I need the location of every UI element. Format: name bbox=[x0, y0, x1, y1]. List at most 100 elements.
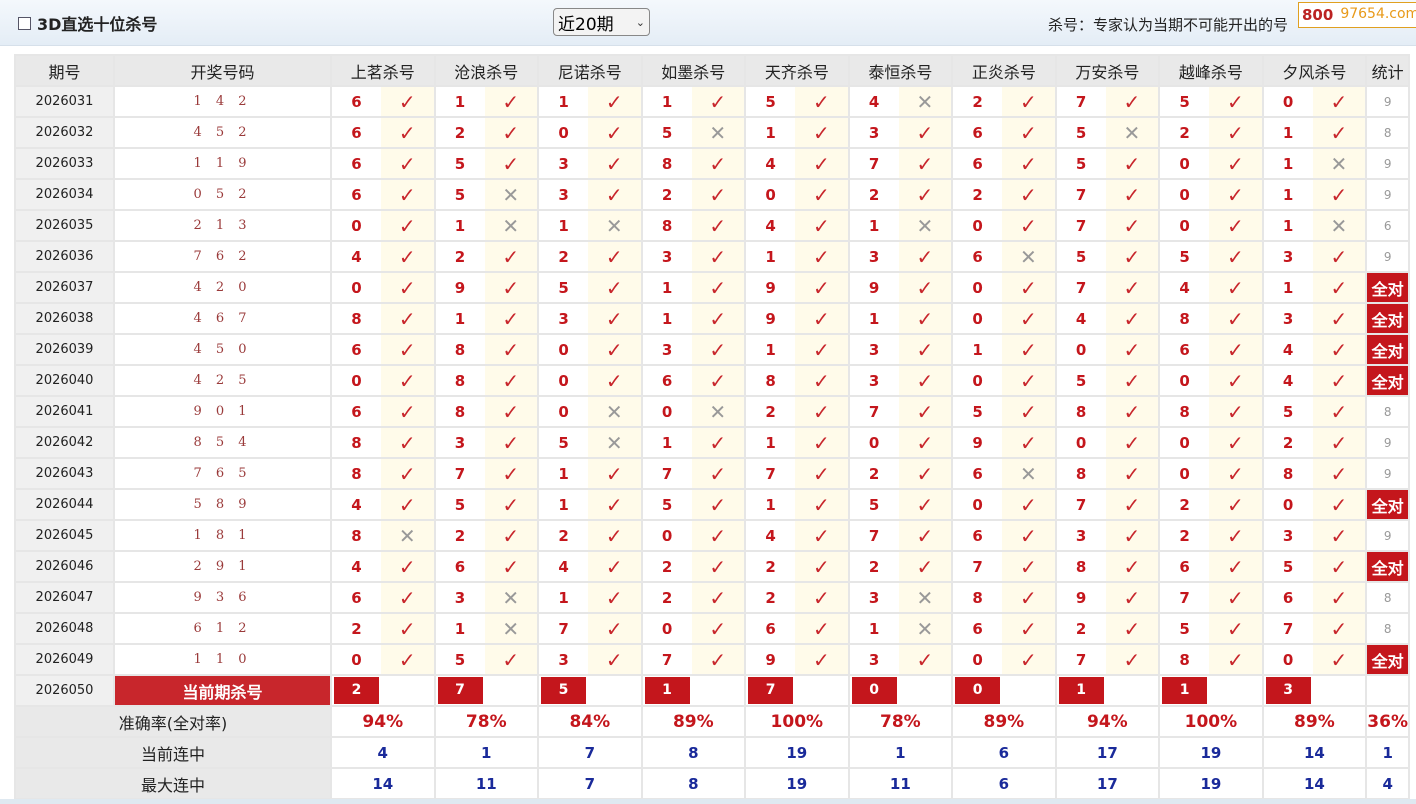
kill-number: 9 bbox=[744, 271, 796, 304]
check-icon: ✓ bbox=[588, 85, 643, 118]
period-cell: 2026032 bbox=[14, 116, 115, 149]
kill-number: 8 bbox=[1261, 457, 1313, 490]
kill-number: 3 bbox=[640, 333, 692, 366]
page-title: 3D直选十位杀号 bbox=[18, 11, 157, 35]
header-expert: 越峰杀号 bbox=[1158, 54, 1264, 87]
check-icon: ✓ bbox=[898, 147, 954, 180]
kill-number: 1 bbox=[433, 209, 485, 242]
current-kill-cell: 2 bbox=[330, 674, 381, 707]
check-icon: ✓ bbox=[795, 302, 850, 335]
kill-number: 4 bbox=[330, 240, 381, 273]
table-row: 2026041 9 0 1 6 ✓ 8 ✓ 0 ✕ 0 ✕ 2 ✓ 7 ✓ 5 ✓ 8 ✓ 8 ✓ 5 ✓ 8 bbox=[14, 395, 1411, 428]
empty-cell bbox=[691, 674, 747, 707]
check-icon: ✓ bbox=[795, 519, 850, 552]
current-kill-cell: 0 bbox=[847, 674, 899, 707]
check-icon: ✓ bbox=[898, 519, 954, 552]
kill-number: 2 bbox=[951, 178, 1003, 211]
kill-number: 3 bbox=[1054, 519, 1106, 552]
period-cell: 2026041 bbox=[14, 395, 115, 428]
current-kill-cell: 7 bbox=[744, 674, 796, 707]
kill-number: 2 bbox=[640, 581, 692, 614]
summary-value: 7 bbox=[537, 767, 643, 800]
header-expert: 天齐杀号 bbox=[744, 54, 850, 87]
bottom-bar bbox=[0, 799, 1416, 804]
check-icon: ✓ bbox=[381, 426, 436, 459]
check-icon: ✓ bbox=[484, 240, 540, 273]
chevron-down-icon: ⌄ bbox=[635, 15, 645, 29]
kill-number: 2 bbox=[1158, 519, 1210, 552]
empty-cell bbox=[1312, 674, 1368, 707]
check-icon: ✓ bbox=[1209, 271, 1264, 304]
check-icon: ✓ bbox=[795, 85, 850, 118]
table-row: 2026034 0 5 2 6 ✓ 5 ✕ 3 ✓ 2 ✓ 0 ✓ 2 ✓ 2 ✓ 7 ✓ 0 ✓ 1 ✓ 9 bbox=[14, 178, 1411, 211]
check-icon: ✓ bbox=[381, 209, 436, 242]
check-icon: ✓ bbox=[1209, 209, 1264, 242]
check-icon: ✓ bbox=[1209, 612, 1264, 645]
summary-label: 最大连中 bbox=[14, 767, 332, 800]
kill-number: 6 bbox=[1158, 333, 1210, 366]
kill-number: 5 bbox=[1054, 364, 1106, 397]
kill-number: 5 bbox=[433, 488, 485, 521]
kill-number: 1 bbox=[537, 581, 589, 614]
check-icon: ✓ bbox=[1209, 519, 1264, 552]
kill-number: 1 bbox=[537, 488, 589, 521]
cross-icon: ✕ bbox=[1002, 240, 1057, 273]
checkbox-icon[interactable] bbox=[18, 16, 31, 30]
table-row: 2026035 2 1 3 0 ✓ 1 ✕ 1 ✕ 8 ✓ 4 ✓ 1 ✕ 0 ✓ 7 ✓ 0 ✓ 1 ✕ 6 bbox=[14, 209, 1411, 242]
kill-number: 5 bbox=[744, 85, 796, 118]
stat-cell: 全对 bbox=[1365, 488, 1411, 521]
kill-number: 6 bbox=[951, 457, 1003, 490]
check-icon: ✓ bbox=[795, 550, 850, 583]
kill-number: 0 bbox=[640, 519, 692, 552]
check-icon: ✓ bbox=[898, 364, 954, 397]
summary-value: 11 bbox=[433, 767, 540, 800]
check-icon: ✓ bbox=[588, 457, 643, 490]
check-icon: ✓ bbox=[795, 271, 850, 304]
stat-cell: 8 bbox=[1365, 395, 1411, 428]
check-icon: ✓ bbox=[381, 85, 436, 118]
check-icon: ✓ bbox=[1002, 209, 1057, 242]
check-icon: ✓ bbox=[691, 457, 747, 490]
range-select[interactable]: 近20期 ⌄ bbox=[553, 8, 650, 36]
current-kill-number: 0 bbox=[851, 677, 897, 704]
kill-number: 7 bbox=[847, 395, 899, 428]
kill-number: 3 bbox=[640, 240, 692, 273]
kill-number: 0 bbox=[951, 271, 1003, 304]
check-icon: ✓ bbox=[381, 581, 436, 614]
check-icon: ✓ bbox=[381, 302, 436, 335]
header-expert: 如墨杀号 bbox=[640, 54, 747, 87]
draw-numbers-cell: 2 9 1 bbox=[113, 550, 332, 583]
kill-number: 6 bbox=[330, 178, 381, 211]
summary-value: 94% bbox=[330, 705, 436, 738]
kill-note: 杀号：专家认为当期不可能开出的号 bbox=[1048, 16, 1289, 34]
kill-number: 1 bbox=[847, 612, 899, 645]
check-icon: ✓ bbox=[484, 395, 540, 428]
period-cell: 2026047 bbox=[14, 581, 115, 614]
check-icon: ✓ bbox=[484, 302, 540, 335]
check-icon: ✓ bbox=[1002, 395, 1057, 428]
stat-cell bbox=[1365, 674, 1411, 707]
summary-row: 当前连中 4 1 7 8 19 1 6 17 19 14 1 bbox=[14, 736, 1411, 769]
kill-number: 8 bbox=[330, 426, 381, 459]
check-icon: ✓ bbox=[1105, 457, 1161, 490]
kill-number: 8 bbox=[1054, 395, 1106, 428]
current-kill-cell: 7 bbox=[433, 674, 485, 707]
check-icon: ✓ bbox=[691, 581, 747, 614]
kill-number: 9 bbox=[433, 271, 485, 304]
kill-number: 1 bbox=[744, 426, 796, 459]
period-cell: 2026048 bbox=[14, 612, 115, 645]
period-cell: 2026033 bbox=[14, 147, 115, 180]
cross-icon: ✕ bbox=[898, 209, 954, 242]
kill-number: 0 bbox=[1158, 209, 1210, 242]
check-icon: ✓ bbox=[588, 581, 643, 614]
kill-number: 7 bbox=[1054, 271, 1106, 304]
kill-number: 2 bbox=[1158, 116, 1210, 149]
top-bar: 3D直选十位杀号 近20期 ⌄ 杀号：专家认为当期不可能开出的号 800 97654… bbox=[0, 0, 1416, 46]
summary-value: 1 bbox=[847, 736, 954, 769]
kill-number: 9 bbox=[744, 302, 796, 335]
check-icon: ✓ bbox=[1002, 581, 1057, 614]
check-icon: ✓ bbox=[1312, 271, 1368, 304]
check-icon: ✓ bbox=[1002, 178, 1057, 211]
stat-cell: 9 bbox=[1365, 240, 1411, 273]
kill-number: 4 bbox=[744, 519, 796, 552]
